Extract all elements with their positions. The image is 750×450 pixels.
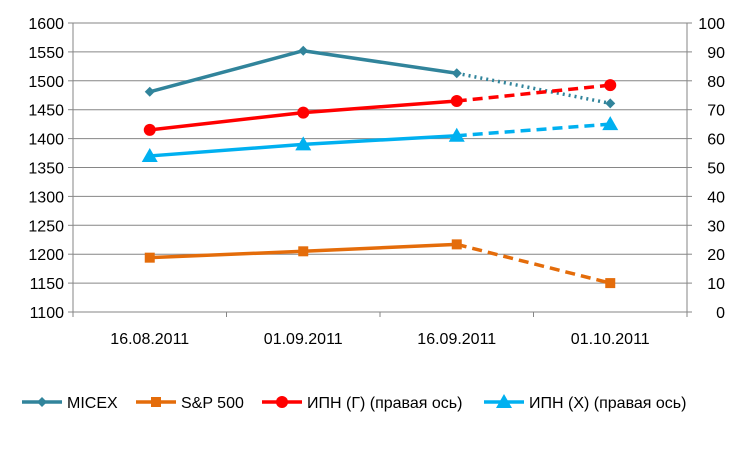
right-axis-tick-label: 60: [707, 132, 725, 149]
left-axis-tick-label: 1250: [28, 218, 64, 235]
left-axis-tick-label: 1550: [28, 45, 64, 62]
series-marker: [450, 95, 463, 108]
right-axis-tick-label: 10: [707, 276, 725, 293]
right-axis-tick-label: 40: [707, 189, 725, 206]
series-marker: [143, 123, 156, 136]
series-marker: [298, 45, 309, 56]
series-marker: [295, 136, 312, 151]
legend-item: MICEX: [22, 395, 118, 412]
x-axis-tick-label: 01.09.2011: [264, 331, 343, 348]
x-axis-tick-label: 16.08.2011: [110, 331, 189, 348]
series-marker: [605, 278, 616, 289]
series-projection-line: [456, 242, 611, 285]
series-projection-line: [456, 71, 611, 106]
left-axis-tick-label: 1100: [30, 305, 65, 322]
series-marker: [298, 246, 309, 257]
legend-swatch-marker: [37, 397, 47, 407]
left-axis-tick-label: 1400: [28, 132, 64, 149]
x-axis-tick-labels: 16.08.2011 01.09.2011 16.09.2011 01.10.2011: [110, 331, 649, 348]
series-marker: [604, 79, 617, 92]
left-axis-tick-label: 1500: [28, 74, 64, 91]
legend-label: ИПН (Х) (правая ось): [529, 395, 686, 412]
legend-item: ИПН (Х) (правая ось): [484, 394, 686, 412]
series-marker: [605, 98, 616, 109]
gridlines: [73, 22, 687, 313]
right-axis-tick-label: 100: [698, 16, 725, 33]
legend-item: S&P 500: [136, 395, 244, 412]
right-axis-tick-label: 80: [707, 74, 725, 91]
series-marker: [141, 147, 158, 162]
series-1: [144, 239, 616, 289]
series-layer: [141, 45, 619, 289]
legend-item: ИПН (Г) (правая ось): [262, 395, 462, 412]
right-axis-tick-label: 30: [707, 218, 725, 235]
left-axis-tick-label: 1300: [28, 189, 64, 206]
series-marker: [451, 239, 462, 250]
legend-label: S&P 500: [181, 395, 244, 412]
right-axis-tick-labels: 0 10 20 30 40 50 60 70 80 90 100: [698, 16, 725, 322]
series-2: [143, 79, 617, 136]
series-marker: [451, 68, 462, 79]
legend-swatch-marker: [151, 397, 161, 407]
legend-swatch-marker: [496, 394, 512, 408]
left-axis-tick-label: 1200: [28, 247, 64, 264]
series-marker: [448, 127, 465, 142]
legend: MICEX S&P 500 ИПН (Г) (правая ось) ИПН (Х) …: [22, 394, 686, 412]
x-axis-tick-label: 16.09.2011: [417, 331, 496, 348]
right-axis-tick-label: 90: [707, 45, 725, 62]
series-marker: [144, 252, 155, 263]
right-axis-tick-label: 20: [707, 247, 725, 264]
series-marker: [602, 116, 619, 131]
series-marker: [297, 106, 310, 119]
left-axis-tick-label: 1350: [28, 161, 64, 178]
legend-label: MICEX: [67, 395, 118, 412]
left-axis-tick-label: 1150: [30, 276, 65, 293]
series-marker: [144, 86, 155, 97]
left-axis-tick-label: 1600: [28, 16, 64, 33]
series-0: [144, 45, 616, 109]
left-axis-tick-label: 1450: [28, 103, 64, 120]
axes: [68, 22, 692, 317]
series-projection-line: [456, 122, 611, 138]
x-axis-tick-label: 01.10.2011: [571, 331, 650, 348]
right-axis-tick-label: 50: [707, 161, 725, 178]
right-axis-tick-label: 0: [716, 305, 725, 322]
legend-swatch-marker: [276, 396, 288, 408]
legend-label: ИПН (Г) (правая ось): [307, 395, 462, 412]
series-projection-line: [456, 83, 611, 103]
series-line: [149, 48, 458, 94]
right-axis-tick-label: 70: [707, 103, 725, 120]
left-axis-tick-labels: 1100 1150 1200 1250 1300 1350 1400 1450 1500 1550…: [28, 16, 64, 322]
series-3: [141, 116, 619, 162]
